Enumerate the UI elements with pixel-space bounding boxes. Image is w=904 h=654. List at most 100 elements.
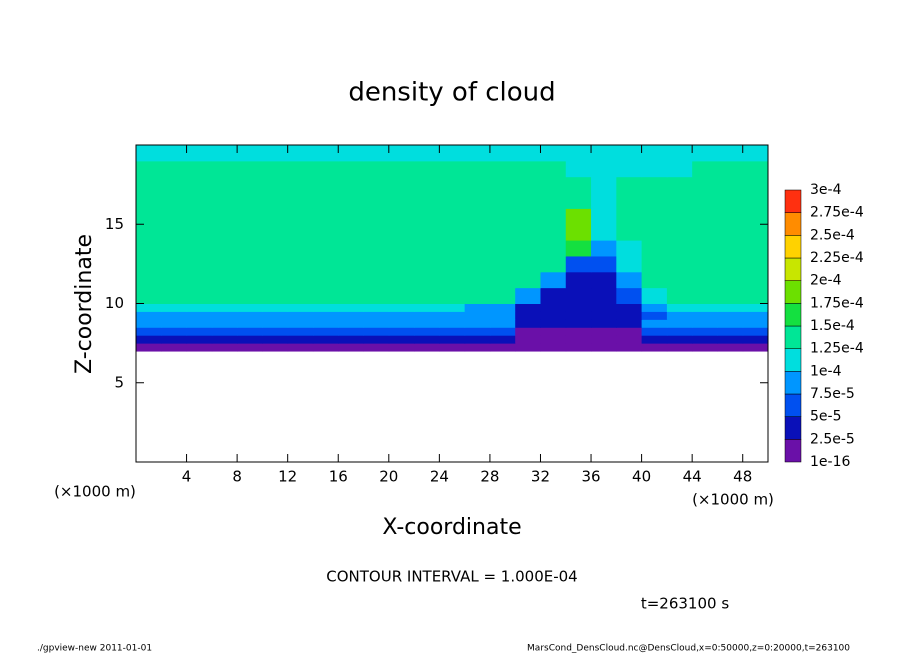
cell	[312, 311, 339, 320]
cell	[363, 319, 390, 328]
cell	[515, 319, 541, 328]
cell	[414, 319, 440, 328]
cell	[262, 145, 289, 162]
cell	[136, 327, 162, 336]
cell	[262, 160, 289, 178]
x-tick-label: 32	[531, 468, 550, 486]
cell	[641, 303, 668, 312]
cell	[388, 176, 415, 209]
cell	[591, 176, 617, 209]
cell	[515, 240, 541, 257]
cell	[363, 255, 390, 273]
cell	[565, 271, 592, 289]
cell	[591, 319, 617, 328]
cell	[515, 303, 541, 312]
cell	[616, 160, 643, 178]
cell	[388, 287, 415, 304]
cell	[489, 311, 516, 320]
cell	[692, 208, 718, 241]
cell	[616, 255, 643, 273]
cell	[489, 343, 516, 352]
cell	[388, 208, 415, 241]
cell	[666, 319, 693, 328]
cell	[312, 208, 339, 241]
cell	[742, 176, 769, 209]
cell	[489, 176, 516, 209]
cell	[591, 311, 617, 320]
cell	[262, 319, 289, 328]
cell	[388, 335, 415, 344]
cell	[312, 240, 339, 257]
cell	[666, 311, 693, 320]
cell	[489, 327, 516, 336]
cell	[515, 176, 541, 209]
cell	[414, 287, 440, 304]
cell	[237, 145, 263, 162]
cell	[161, 319, 188, 328]
cell	[186, 311, 213, 320]
cell	[692, 240, 718, 257]
cell	[136, 255, 162, 273]
cell	[692, 160, 718, 178]
cell	[262, 176, 289, 209]
cell	[742, 271, 769, 289]
cell	[692, 255, 718, 273]
cell	[186, 303, 213, 312]
cell	[287, 208, 314, 241]
cell	[388, 303, 415, 312]
cell	[565, 343, 592, 352]
cell	[363, 176, 390, 209]
cell	[515, 145, 541, 162]
cell	[262, 240, 289, 257]
cell	[136, 303, 162, 312]
cell	[211, 303, 238, 312]
cell	[338, 303, 365, 312]
cell	[717, 343, 744, 352]
cell	[540, 311, 567, 320]
cell	[211, 343, 238, 352]
cell	[692, 335, 718, 344]
cell	[666, 287, 693, 304]
y-axis-label: Z-coordinate	[72, 234, 97, 374]
cell	[186, 145, 213, 162]
cell	[464, 287, 491, 304]
x-tick-label: 24	[430, 468, 449, 486]
x-tick-label: 40	[632, 468, 651, 486]
cell	[312, 160, 339, 178]
cell	[742, 335, 769, 344]
x-axis-label: X-coordinate	[382, 515, 521, 540]
cell	[414, 160, 440, 178]
cell	[363, 160, 390, 178]
cell	[161, 145, 188, 162]
cell	[641, 176, 668, 209]
cell	[591, 240, 617, 257]
colorbar-box	[784, 439, 802, 463]
cell	[312, 287, 339, 304]
cell	[414, 327, 440, 336]
cell	[338, 255, 365, 273]
cell	[464, 327, 491, 336]
x-tick-label: 28	[480, 468, 499, 486]
cell	[287, 176, 314, 209]
cell	[591, 303, 617, 312]
cell	[414, 271, 440, 289]
cell	[312, 271, 339, 289]
cell	[489, 335, 516, 344]
footer-right: MarsCond_DensCloud.nc@DensCloud,x=0:5000…	[527, 644, 850, 654]
cell	[692, 327, 718, 336]
cell	[186, 208, 213, 241]
cell	[565, 208, 592, 241]
cell	[464, 319, 491, 328]
cell	[540, 145, 567, 162]
cell	[136, 287, 162, 304]
colorbar-label: 2.5e-5	[810, 431, 855, 447]
cell	[161, 255, 188, 273]
cell	[540, 160, 567, 178]
chart-title: density of cloud	[348, 78, 555, 108]
cell	[641, 311, 668, 320]
cell	[161, 208, 188, 241]
cell	[338, 287, 365, 304]
cell	[616, 145, 643, 162]
colorbar-box	[784, 393, 802, 417]
